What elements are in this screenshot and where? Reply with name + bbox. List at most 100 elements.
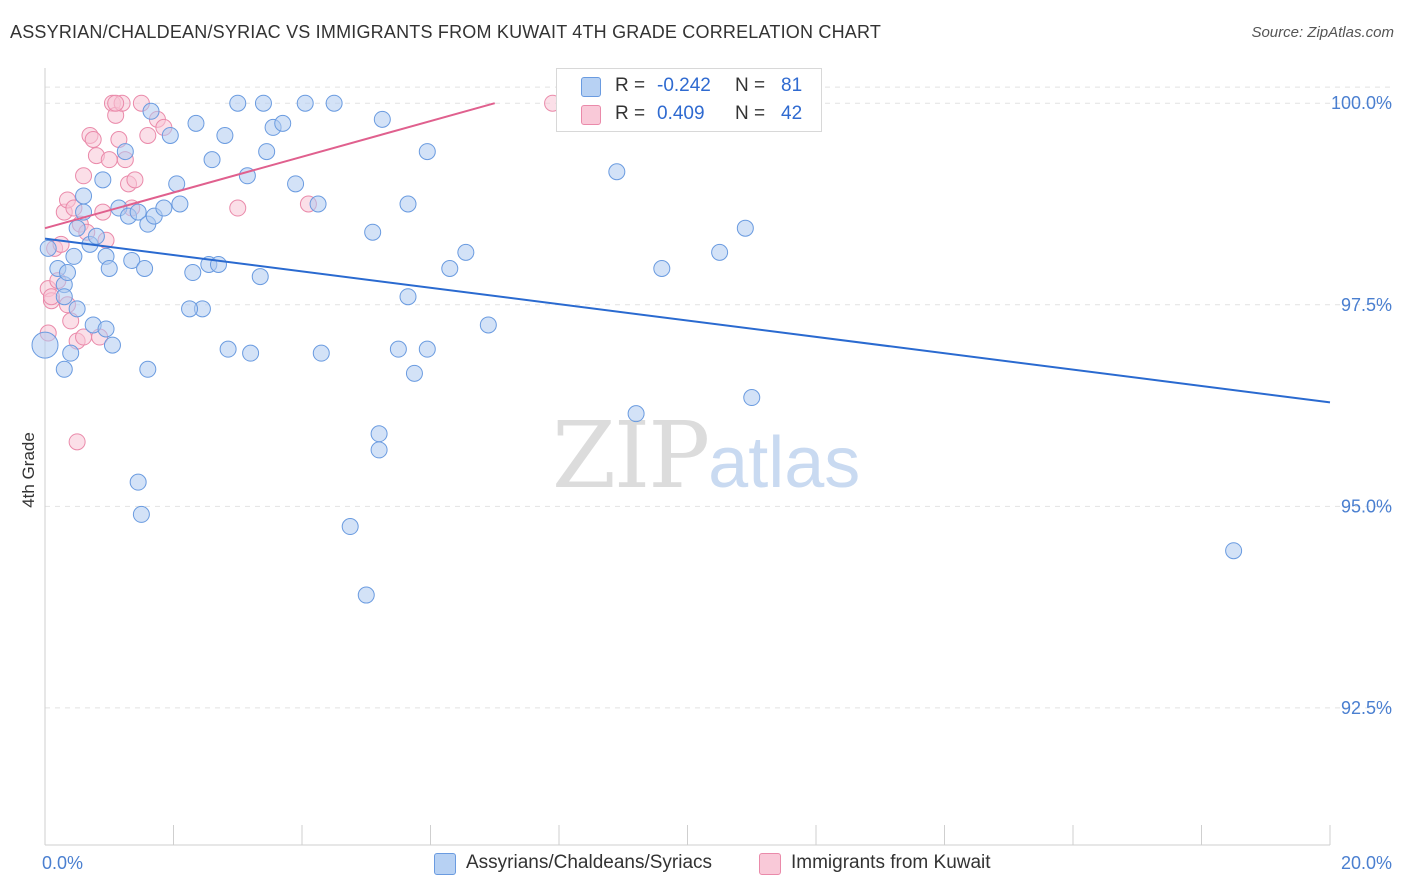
kuwait-point [75,167,93,185]
assyrian-point [100,260,118,278]
assyrian-point [132,505,150,523]
bottom-legend-label: Immigrants from Kuwait [791,852,991,873]
assyrian-point [123,251,141,269]
assyrian-point [341,518,359,536]
bottom-legend-swatch-blue [434,853,456,875]
legend-r-value: -0.242 [657,75,711,96]
assyrian-point [55,360,73,378]
correlation-legend: R = -0.242 N = 81 R = 0.409 N = 42 [556,68,822,132]
assyrian-point [287,175,305,193]
assyrian-point [129,203,147,221]
assyrian-point [68,219,86,237]
legend-n-value: 42 [781,103,803,124]
assyrian-point [31,331,59,359]
assyrian-point [39,239,57,257]
assyrian-point [209,255,227,273]
assyrian-point [155,199,173,217]
assyrian-point [136,260,154,278]
assyrian-point [441,260,459,278]
assyrian-point [142,102,160,120]
assyrian-point [418,143,436,161]
legend-r-label: R = [615,103,646,124]
series-kuwait-points [39,94,687,451]
assyrian-point [479,316,497,334]
y-tick-label: 97.5% [1341,295,1392,315]
assyrian-point [627,405,645,423]
assyrian-point [370,425,388,443]
assyrian-point [251,268,269,286]
assyrian-point [216,126,234,144]
watermark-atlas: atlas [708,423,861,503]
kuwait-point [68,433,86,451]
bottom-legend-label: Assyrians/Chaldeans/Syriacs [466,852,713,873]
assyrian-point [608,163,626,181]
legend-swatch-pink [581,105,601,125]
assyrian-point [68,300,86,318]
assyrian-point [711,243,729,261]
assyrian-point [58,264,76,282]
legend-r-value: 0.409 [657,103,705,124]
assyrian-point [129,473,147,491]
assyrian-point [325,94,343,112]
assyrian-point [743,389,761,407]
tick-labels: 92.5% 95.0% 97.5% 100.0% 0.0% 20.0% [42,93,1392,873]
kuwait-point [107,94,125,112]
assyrian-point [181,300,199,318]
y-axis-label: 4th Grade [19,432,38,508]
assyrian-point [373,110,391,128]
assyrian-point [65,247,83,265]
assyrian-point [75,187,93,205]
assyrian-point [87,227,105,245]
assyrian-point [116,143,134,161]
kuwait-point [126,171,144,189]
x-tick-label: 20.0% [1341,853,1392,873]
legend-n-label: N = [735,75,766,96]
assyrian-point [309,195,327,213]
assyrian-point [219,340,237,358]
kuwait-point [100,151,118,169]
assyrian-point [399,195,417,213]
bottom-legend-swatch-pink [759,853,781,875]
y-tick-label: 92.5% [1341,698,1392,718]
chart-title: ASSYRIAN/CHALDEAN/SYRIAC VS IMMIGRANTS F… [10,22,882,42]
assyrian-point [203,151,221,169]
assyrian-point [274,114,292,132]
assyrian-point [229,94,247,112]
assyrian-point [242,344,260,362]
assyrian-point [312,344,330,362]
kuwait-point [139,126,157,144]
assyrian-point [94,171,112,189]
assyrian-point [364,223,382,241]
assyrian-point [171,195,189,213]
assyrian-point [62,344,80,362]
assyrian-point [161,126,179,144]
assyrian-point [389,340,407,358]
assyrian-point [405,364,423,382]
assyrian-point [258,143,276,161]
kuwait-point [229,199,247,217]
assyrian-point [97,320,115,338]
legend-r-label: R = [615,75,646,96]
assyrian-point [653,260,671,278]
assyrian-trend-line [44,237,1331,404]
assyrian-point [457,243,475,261]
assyrian-point [103,336,121,354]
y-tick-label: 95.0% [1341,496,1392,516]
trend-lines [44,102,1331,404]
legend-row-kuwait: R = 0.409 N = 42 [557,101,821,127]
legend-n-value: 81 [781,75,803,96]
kuwait-point [84,131,102,149]
assyrian-point [357,586,375,604]
x-tick-label: 0.0% [42,853,83,873]
assyrian-point [399,288,417,306]
assyrian-point [139,360,157,378]
assyrian-point [187,114,205,132]
assyrian-point [296,94,314,112]
assyrian-point [1225,542,1243,560]
y-tick-label: 100.0% [1331,93,1392,113]
legend-n-label: N = [735,103,766,124]
series-assyrian-points [31,94,1243,604]
assyrian-point [254,94,272,112]
assyrian-point [370,441,388,459]
